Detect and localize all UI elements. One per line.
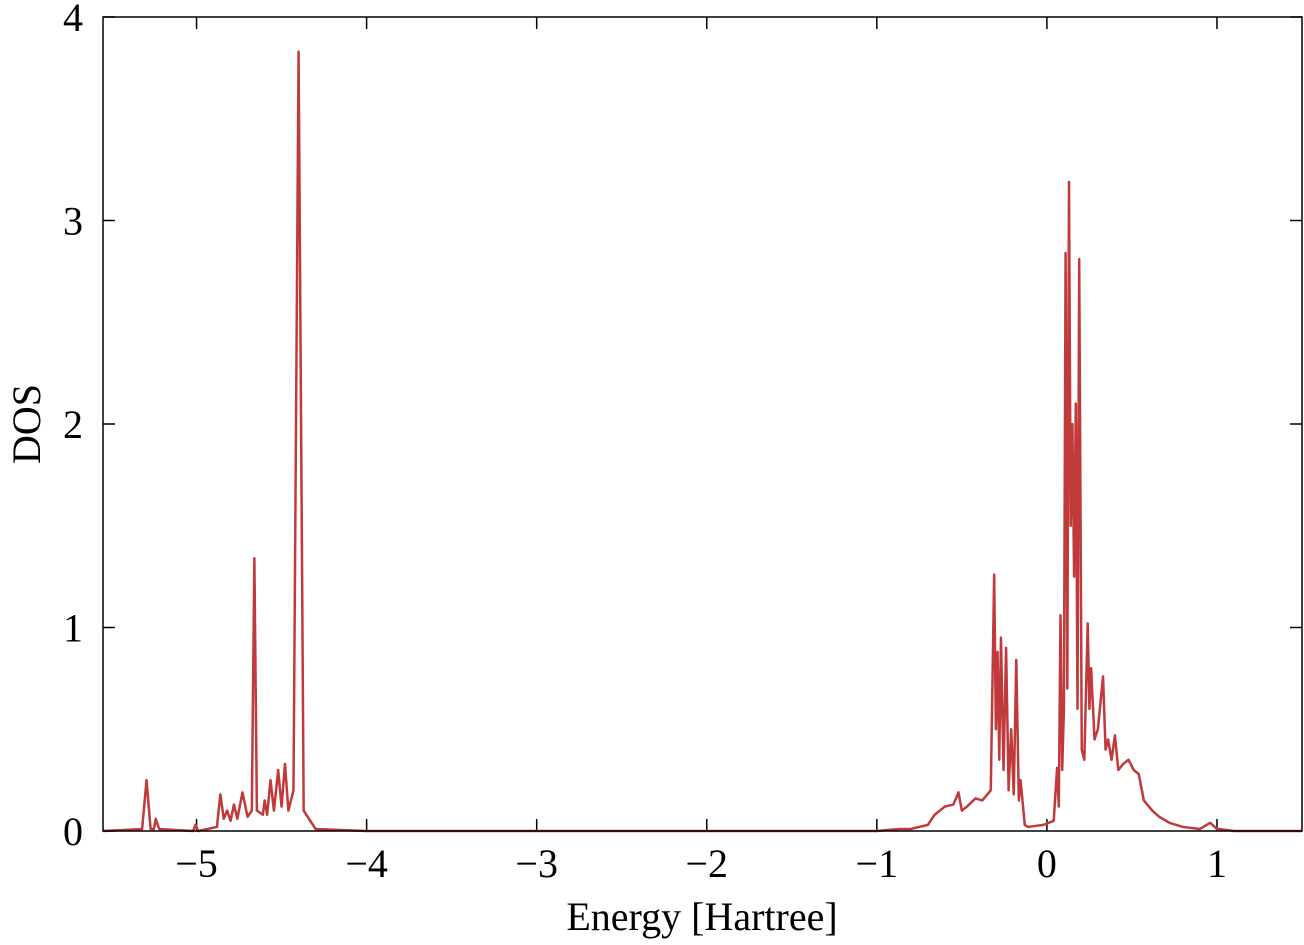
line-series: [102, 50, 1302, 833]
x-tick-label: −3: [515, 841, 558, 886]
y-tick-label: 2: [63, 402, 83, 447]
y-tick-label: 0: [63, 809, 83, 854]
y-tick-label: 1: [63, 606, 83, 651]
y-tick-label: 4: [63, 0, 83, 40]
x-tick-label: −1: [856, 841, 899, 886]
x-axis-label: Energy [Hartree]: [566, 894, 837, 939]
x-tick-label: −4: [345, 841, 388, 886]
y-tick-label: 3: [63, 199, 83, 244]
x-tick-label: −2: [685, 841, 728, 886]
x-tick-label: 0: [1037, 841, 1057, 886]
x-tick-label: 1: [1207, 841, 1227, 886]
plot-frame: [102, 16, 1303, 832]
y-axis-label: DOS: [4, 384, 49, 464]
x-tick-label: −5: [175, 841, 218, 886]
